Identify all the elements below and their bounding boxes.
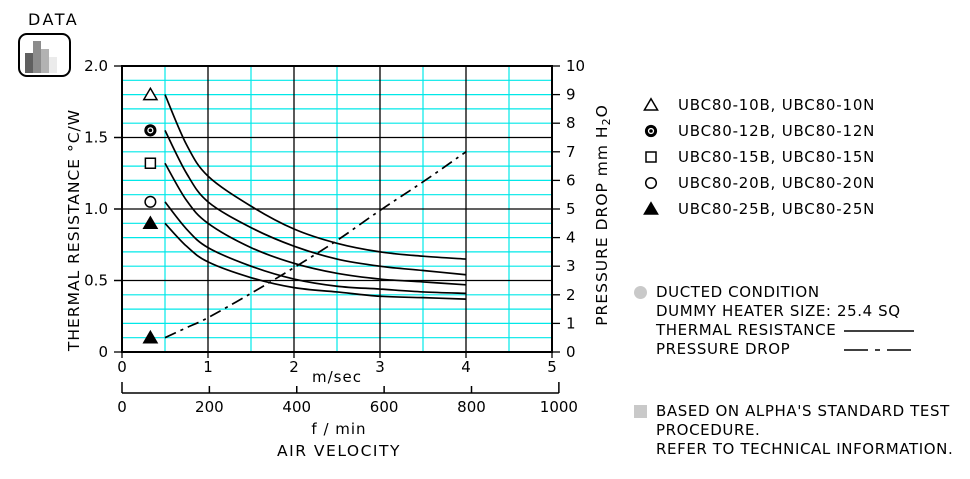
marker-circle-open xyxy=(644,176,658,190)
legend-label: UBC80-10B, UBC80-10N xyxy=(678,96,876,114)
legend-label: UBC80-12B, UBC80-12N xyxy=(678,122,876,140)
y-right-tick-label: 9 xyxy=(566,86,576,104)
data-badge: DATA xyxy=(18,10,79,77)
marker-circle-open xyxy=(144,195,157,208)
data-badge-label: DATA xyxy=(28,10,80,29)
triangle-filled-icon xyxy=(643,201,659,215)
secondary-axis-f-min: 0 200 400 600 800 1000 f / min AIR VELOCITY xyxy=(117,382,578,460)
axes: 0 0.5 1.0 1.5 2.0 0 1 2 3 4 5 6 7 8 9 10 0 1 2 3 4 5 m/sec THER… xyxy=(65,57,613,386)
marker-triangle-filled xyxy=(643,201,659,215)
legend-item: UBC80-10B, UBC80-10N xyxy=(640,92,875,118)
y-right-tick-label: 5 xyxy=(566,200,576,218)
gray-square-bullet-icon xyxy=(634,405,647,418)
air-velocity-label: AIR VELOCITY xyxy=(277,442,401,460)
bar-chart-icon-bar xyxy=(41,49,49,73)
f-min-tick-label: 1000 xyxy=(540,398,578,416)
note-text: THERMAL RESISTANCE xyxy=(656,321,837,339)
test-procedure-note: BASED ON ALPHA'S STANDARD TEST PROCEDURE… xyxy=(634,402,954,459)
y-left-tick-label: 1.0 xyxy=(84,200,108,218)
legend-item: UBC80-15B, UBC80-15N xyxy=(640,144,875,170)
y-right-tick-label: 8 xyxy=(566,114,576,132)
thermal-resistance-key: THERMAL RESISTANCE xyxy=(656,321,914,340)
legend-item: UBC80-20B, UBC80-20N xyxy=(640,170,875,196)
gray-circle-bullet-icon xyxy=(634,286,647,299)
bar-chart-icon-bar xyxy=(25,53,33,73)
marker-bullseye xyxy=(144,124,157,137)
circle-open-icon xyxy=(644,176,658,190)
y-left-tick-label: 0 xyxy=(98,343,108,361)
marker-triangle-filled xyxy=(142,215,159,230)
legend-label: UBC80-15B, UBC80-15N xyxy=(678,148,876,166)
y-right-tick-label: 1 xyxy=(566,314,576,332)
x-tick-label: 3 xyxy=(375,358,385,376)
marker-triangle-open xyxy=(643,97,659,111)
ducted-condition-note: DUCTED CONDITION DUMMY HEATER SIZE: 25.4… xyxy=(634,283,914,359)
legend-item: UBC80-25B, UBC80-25N xyxy=(640,196,875,222)
bar-chart-icon-bar xyxy=(49,57,57,73)
gridlines xyxy=(114,66,552,352)
f-min-tick-label: 600 xyxy=(370,398,399,416)
y-right-tick-label: 7 xyxy=(566,143,576,161)
thermal-curve-UBC80-12B xyxy=(164,129,467,276)
y-left-axis-title: THERMAL RESISTANCE °C/W xyxy=(65,109,83,352)
bullseye-icon xyxy=(644,124,658,138)
note-text: DUMMY HEATER SIZE: 25.4 SQ xyxy=(656,302,901,320)
y-right-tick-label: 3 xyxy=(566,257,576,275)
x-axis-unit-label: m/sec xyxy=(312,368,362,386)
x-tick-label: 4 xyxy=(461,358,471,376)
legend-label: UBC80-25B, UBC80-25N xyxy=(678,200,876,218)
f-min-tick-label: 800 xyxy=(457,398,486,416)
x-tick-label: 2 xyxy=(289,358,299,376)
f-min-unit-label: f / min xyxy=(311,420,366,438)
triangle-open-icon xyxy=(643,97,659,111)
y-right-tick-label: 10 xyxy=(566,57,585,75)
y-right-tick-label: 0 xyxy=(566,343,576,361)
legend-label: UBC80-20B, UBC80-20N xyxy=(678,174,876,192)
y-left-tick-label: 2.0 xyxy=(84,57,108,75)
y-right-tick-label: 4 xyxy=(566,229,576,247)
curves xyxy=(142,86,467,344)
x-tick-label: 1 xyxy=(203,358,213,376)
note-text: DUCTED CONDITION xyxy=(656,283,820,301)
marker-square-open xyxy=(144,157,157,169)
f-min-tick-label: 200 xyxy=(195,398,224,416)
marker-triangle-open xyxy=(142,86,159,101)
pressure-drop-key: PRESSURE DROP xyxy=(656,340,914,359)
marker-bullseye xyxy=(644,124,658,138)
note-text: PROCEDURE. xyxy=(656,421,761,439)
dash-dot-line-sample xyxy=(844,348,914,351)
note-text: PRESSURE DROP xyxy=(656,340,791,358)
y-right-tick-label: 2 xyxy=(566,286,576,304)
thermal-curve-UBC80-10B xyxy=(164,94,467,260)
y-right-axis-title: PRESSURE DROP mm H2O xyxy=(593,104,613,326)
thermal-curve-UBC80-15B xyxy=(164,162,467,286)
pressure-drop-curve xyxy=(164,151,467,339)
chart-legend: UBC80-10B, UBC80-10N UBC80-12B, UBC80-12… xyxy=(640,92,875,222)
f-min-tick-label: 0 xyxy=(117,398,127,416)
marker-triangle-filled xyxy=(142,329,159,344)
bar-chart-icon-bar xyxy=(33,41,41,73)
x-tick-label: 5 xyxy=(547,358,557,376)
bar-chart-icon xyxy=(18,33,71,77)
solid-line-sample xyxy=(844,329,914,332)
marker-square-open xyxy=(645,151,657,163)
note-text: BASED ON ALPHA'S STANDARD TEST xyxy=(656,402,950,420)
note-text: REFER TO TECHNICAL INFORMATION. xyxy=(656,440,954,458)
x-tick-label: 0 xyxy=(117,358,127,376)
square-open-icon xyxy=(645,151,657,163)
thermal-curve-UBC80-25B xyxy=(164,222,467,300)
f-min-tick-label: 400 xyxy=(282,398,311,416)
y-left-tick-label: 1.5 xyxy=(84,129,108,147)
legend-item: UBC80-12B, UBC80-12N xyxy=(640,118,875,144)
y-left-tick-label: 0.5 xyxy=(84,272,108,290)
thermal-curve-UBC80-20B xyxy=(164,201,467,295)
y-right-tick-label: 6 xyxy=(566,171,576,189)
